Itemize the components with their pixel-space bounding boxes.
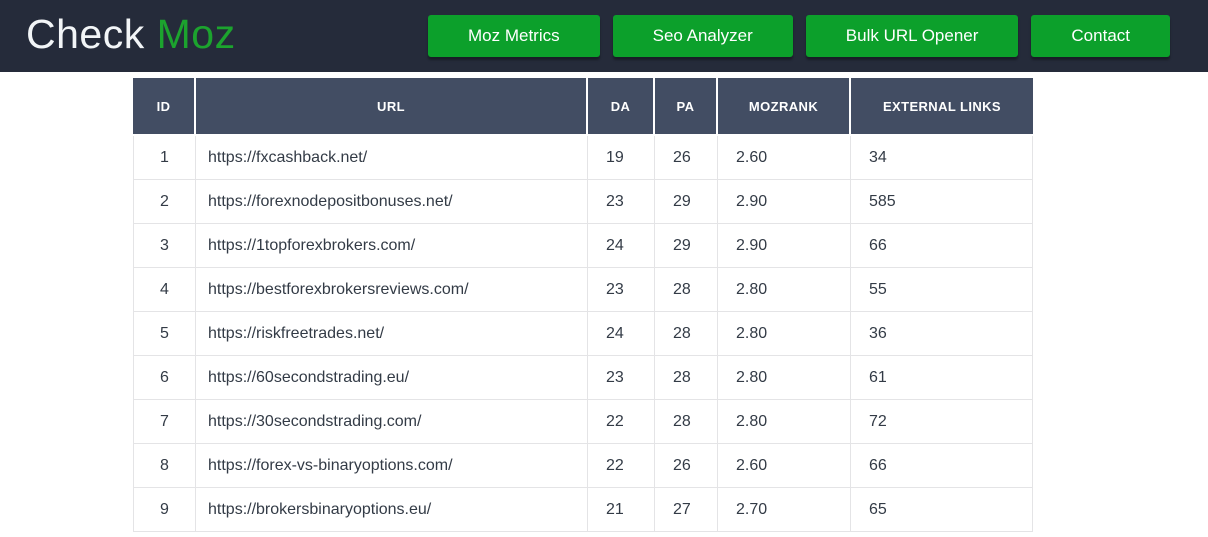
column-header-mozrank: MOZRANK — [718, 78, 851, 136]
cell-url: https://riskfreetrades.net/ — [196, 312, 588, 356]
cell-url: https://bestforexbrokersreviews.com/ — [196, 268, 588, 312]
cell-pa: 29 — [655, 180, 718, 224]
cell-da: 23 — [588, 356, 655, 400]
cell-da: 22 — [588, 400, 655, 444]
brand-name-accent: Moz — [156, 10, 236, 57]
nav-button-seo-analyzer[interactable]: Seo Analyzer — [612, 15, 793, 57]
cell-id: 8 — [133, 444, 196, 488]
cell-external_links: 34 — [851, 136, 1033, 180]
cell-pa: 26 — [655, 444, 718, 488]
cell-pa: 27 — [655, 488, 718, 532]
moz-metrics-table: ID URL DA PA MOZRANK EXTERNAL LINKS 1 https://… — [133, 78, 1033, 532]
nav-button-moz-metrics[interactable]: Moz Metrics — [427, 15, 600, 57]
cell-external_links: 72 — [851, 400, 1033, 444]
cell-external_links: 65 — [851, 488, 1033, 532]
table-header: ID URL DA PA MOZRANK EXTERNAL LINKS — [133, 78, 1033, 136]
cell-id: 1 — [133, 136, 196, 180]
table-row: 1 https://fxcashback.net/19 26 2.60 34 — [133, 136, 1033, 180]
cell-external_links: 66 — [851, 444, 1033, 488]
table-body: 1 https://fxcashback.net/19 26 2.60 34 2 https… — [133, 136, 1033, 532]
cell-external_links: 585 — [851, 180, 1033, 224]
table-row: 5 https://riskfreetrades.net/24 28 2.80 36 — [133, 312, 1033, 356]
cell-id: 6 — [133, 356, 196, 400]
cell-id: 2 — [133, 180, 196, 224]
cell-pa: 28 — [655, 400, 718, 444]
cell-da: 19 — [588, 136, 655, 180]
cell-external_links: 36 — [851, 312, 1033, 356]
cell-mozrank: 2.90 — [718, 224, 851, 268]
cell-da: 22 — [588, 444, 655, 488]
cell-url: https://60secondstrading.eu/ — [196, 356, 588, 400]
column-header-pa: PA — [655, 78, 718, 136]
cell-id: 9 — [133, 488, 196, 532]
table-row: 6 https://60secondstrading.eu/23 28 2.80 61 — [133, 356, 1033, 400]
cell-url: https://forex-vs-binaryoptions.com/ — [196, 444, 588, 488]
cell-pa: 28 — [655, 268, 718, 312]
cell-mozrank: 2.70 — [718, 488, 851, 532]
header-row: ID URL DA PA MOZRANK EXTERNAL LINKS — [133, 78, 1033, 136]
cell-mozrank: 2.80 — [718, 400, 851, 444]
cell-id: 7 — [133, 400, 196, 444]
cell-external_links: 61 — [851, 356, 1033, 400]
table-row: 7 https://30secondstrading.com/22 28 2.80 72 — [133, 400, 1033, 444]
column-header-url: URL — [196, 78, 588, 136]
cell-mozrank: 2.80 — [718, 312, 851, 356]
cell-pa: 29 — [655, 224, 718, 268]
main-content: ID URL DA PA MOZRANK EXTERNAL LINKS 1 https://… — [0, 72, 1208, 532]
cell-url: https://brokersbinaryoptions.eu/ — [196, 488, 588, 532]
column-header-id: ID — [133, 78, 196, 136]
cell-da: 24 — [588, 224, 655, 268]
cell-external_links: 55 — [851, 268, 1033, 312]
cell-external_links: 66 — [851, 224, 1033, 268]
cell-id: 5 — [133, 312, 196, 356]
top-navbar: Check Moz Moz Metrics Seo Analyzer Bulk UR… — [0, 0, 1208, 72]
table-row: 3 https://1topforexbrokers.com/24 29 2.90 66 — [133, 224, 1033, 268]
table-row: 4 https://bestforexbrokersreviews.com/23 2… — [133, 268, 1033, 312]
cell-url: https://fxcashback.net/ — [196, 136, 588, 180]
cell-url: https://30secondstrading.com/ — [196, 400, 588, 444]
cell-mozrank: 2.60 — [718, 444, 851, 488]
table-row: 8 https://forex-vs-binaryoptions.com/22 26… — [133, 444, 1033, 488]
column-header-da: DA — [588, 78, 655, 136]
cell-da: 24 — [588, 312, 655, 356]
cell-id: 3 — [133, 224, 196, 268]
table-row: 2 https://forexnodepositbonuses.net/23 29 2… — [133, 180, 1033, 224]
cell-pa: 28 — [655, 356, 718, 400]
nav-button-contact[interactable]: Contact — [1031, 15, 1170, 57]
cell-da: 23 — [588, 180, 655, 224]
nav-button-bulk-url-opener[interactable]: Bulk URL Opener — [805, 15, 1019, 57]
cell-url: https://1topforexbrokers.com/ — [196, 224, 588, 268]
cell-mozrank: 2.60 — [718, 136, 851, 180]
cell-mozrank: 2.80 — [718, 268, 851, 312]
cell-mozrank: 2.80 — [718, 356, 851, 400]
cell-pa: 26 — [655, 136, 718, 180]
brand-name-primary: Check — [26, 10, 157, 57]
cell-da: 23 — [588, 268, 655, 312]
cell-id: 4 — [133, 268, 196, 312]
cell-url: https://forexnodepositbonuses.net/ — [196, 180, 588, 224]
nav-buttons: Moz Metrics Seo Analyzer Bulk URL Opener Co… — [427, 15, 1170, 57]
column-header-external_links: EXTERNAL LINKS — [851, 78, 1033, 136]
table-row: 9 https://brokersbinaryoptions.eu/21 27 2.7… — [133, 488, 1033, 532]
cell-mozrank: 2.90 — [718, 180, 851, 224]
brand-logo[interactable]: Check Moz — [26, 10, 236, 57]
cell-da: 21 — [588, 488, 655, 532]
cell-pa: 28 — [655, 312, 718, 356]
